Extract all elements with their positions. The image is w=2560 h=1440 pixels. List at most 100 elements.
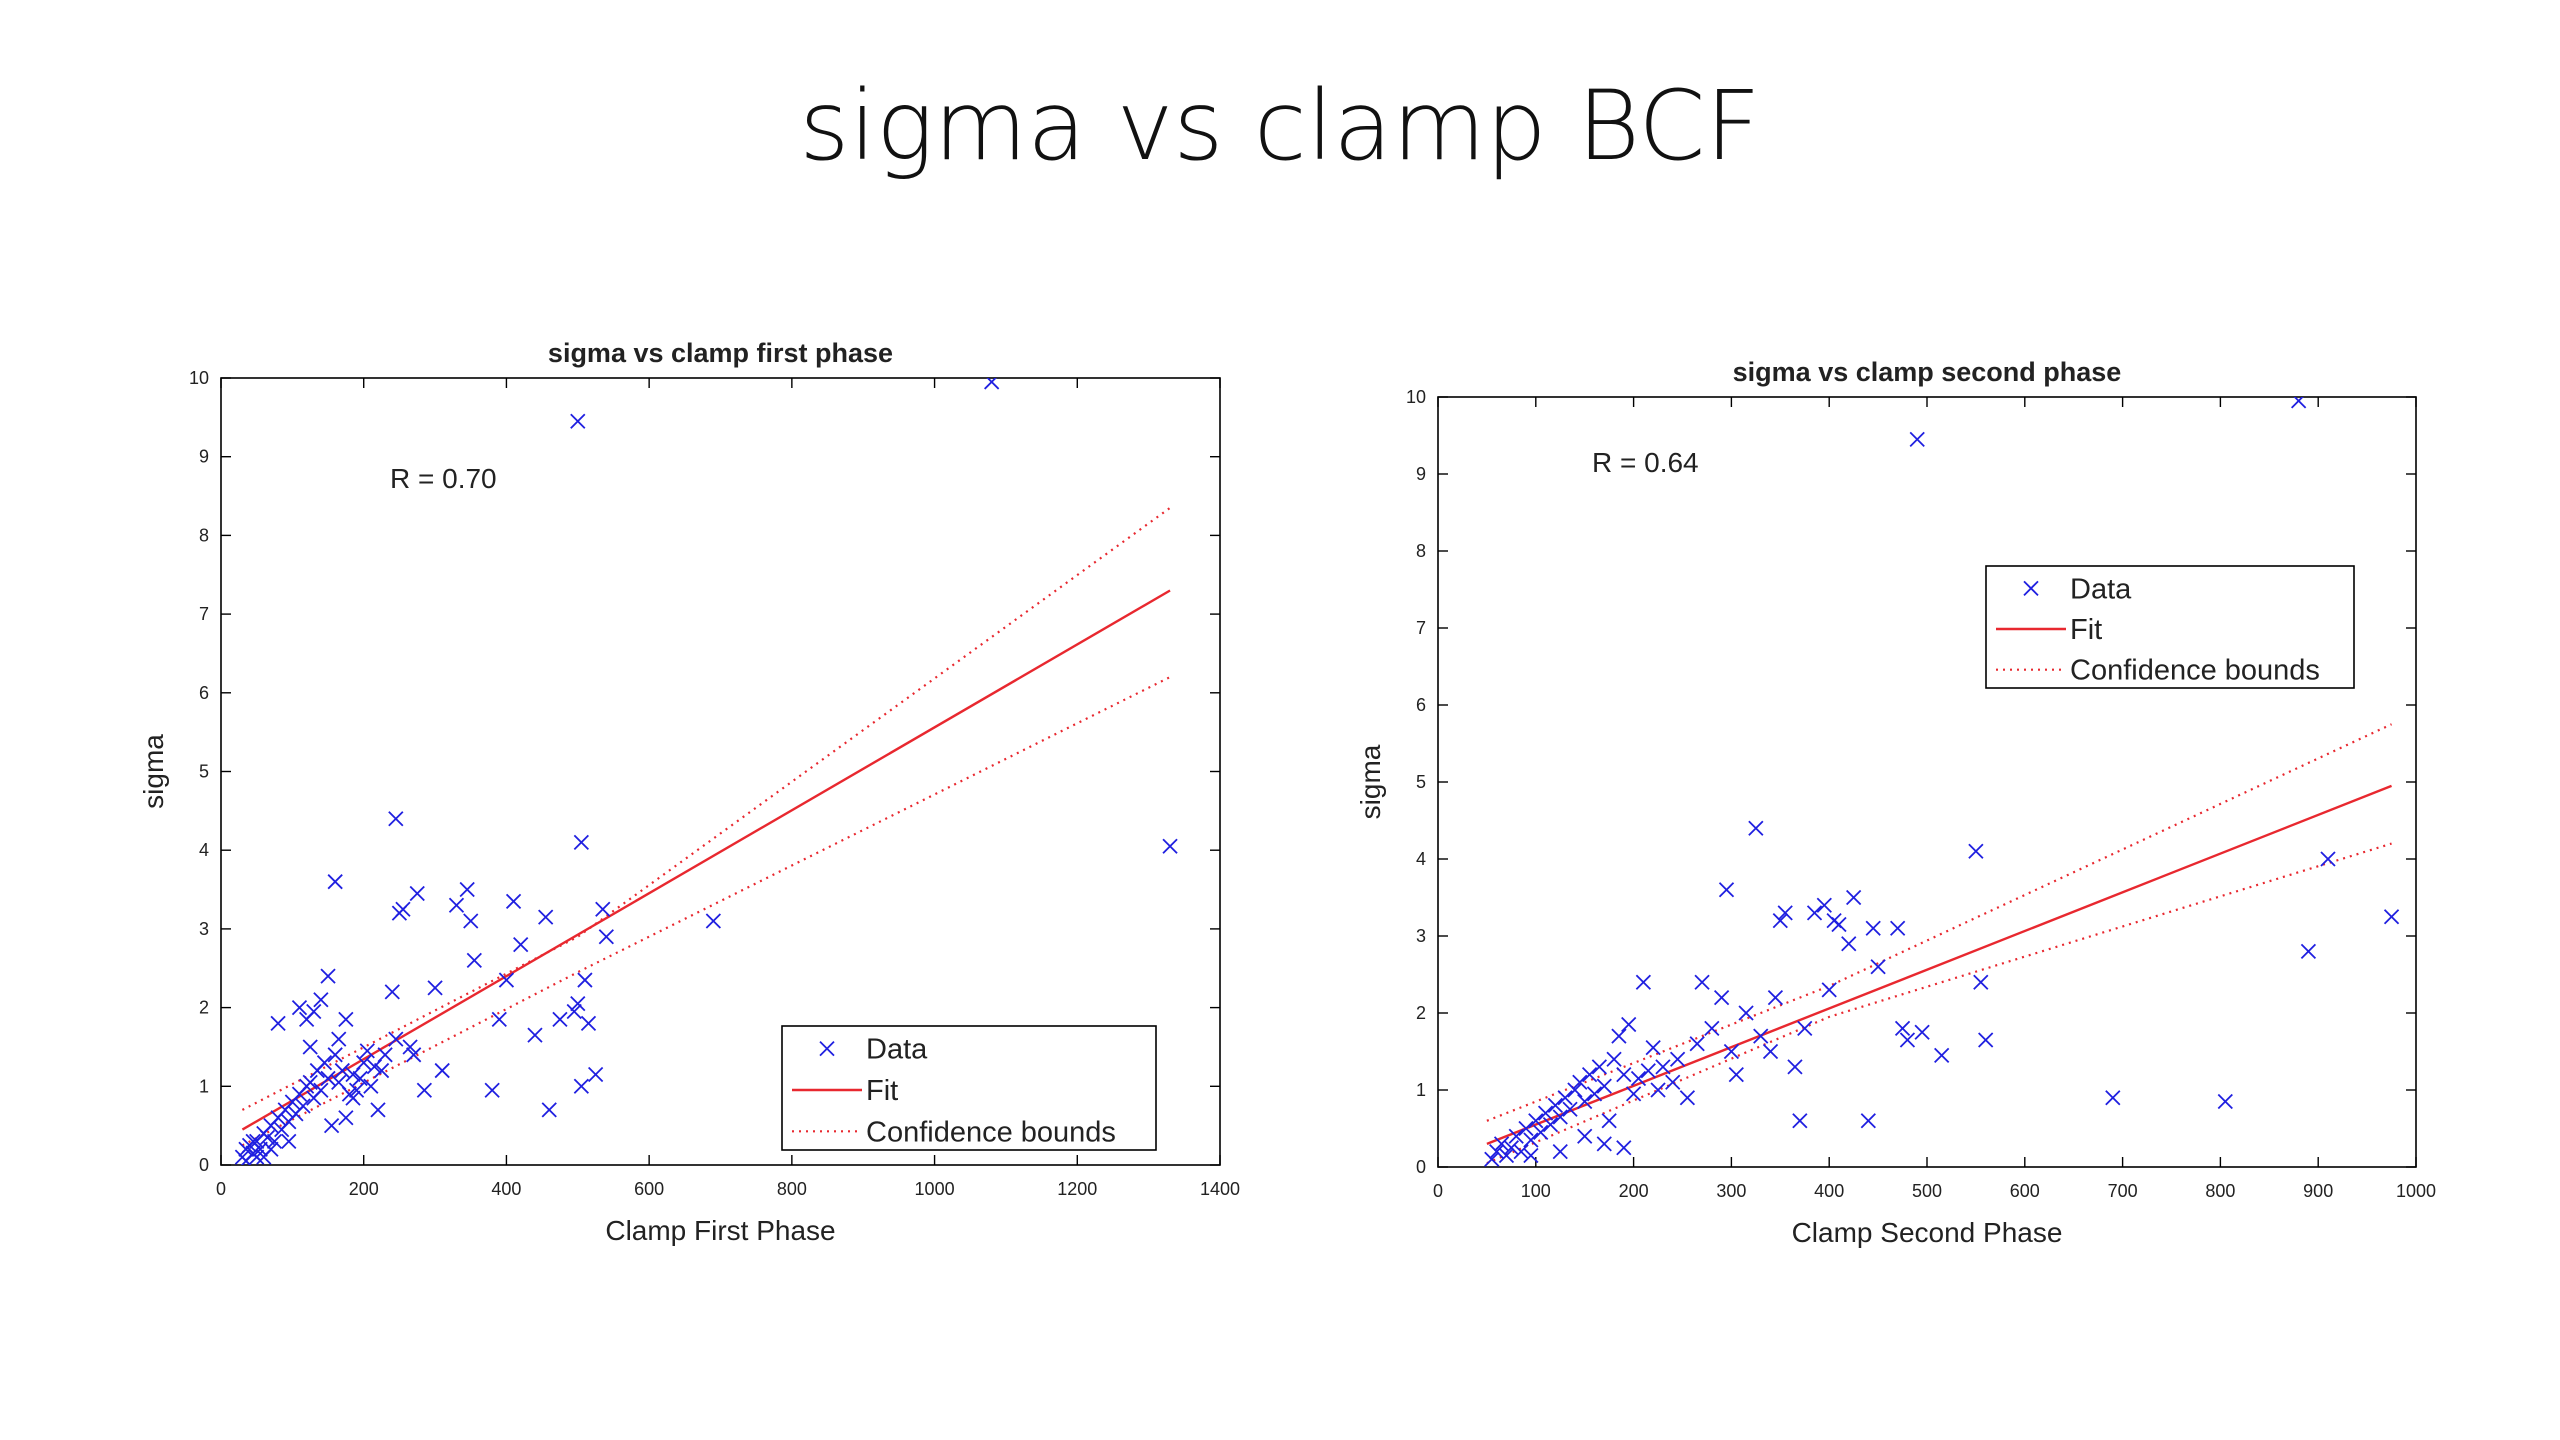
data-point bbox=[338, 1011, 354, 1028]
y-tick-label: 2 bbox=[1416, 1003, 1426, 1023]
legend-label: Data bbox=[2070, 573, 2132, 605]
data-point bbox=[1596, 1078, 1612, 1094]
data-point bbox=[259, 1129, 276, 1146]
data-point bbox=[573, 1078, 589, 1094]
data-point bbox=[1596, 1136, 1612, 1152]
data-point bbox=[356, 1055, 372, 1071]
data-point bbox=[484, 1082, 500, 1098]
data-point bbox=[359, 1043, 375, 1059]
y-tick-label: 7 bbox=[199, 604, 209, 624]
data-point bbox=[1665, 1074, 1681, 1090]
x-tick-label: 600 bbox=[634, 1179, 664, 1199]
data-point bbox=[316, 1055, 333, 1071]
data-point bbox=[1748, 820, 1764, 836]
legend-frame bbox=[781, 1025, 1157, 1151]
data-point bbox=[263, 1141, 279, 1157]
x-axis-label: Clamp Second Phase bbox=[1792, 1217, 2063, 1248]
data-point bbox=[570, 413, 586, 429]
x-tick-label: 600 bbox=[2010, 1181, 2040, 1201]
legend-label: Fit bbox=[866, 1075, 898, 1107]
data-point bbox=[505, 893, 522, 909]
y-tick-label: 9 bbox=[1416, 464, 1426, 484]
data-point bbox=[513, 937, 529, 953]
data-point bbox=[1792, 1113, 1808, 1129]
data-point bbox=[2320, 851, 2336, 867]
x-tick-label: 400 bbox=[1814, 1181, 1844, 1201]
data-point bbox=[577, 972, 593, 988]
data-point bbox=[302, 1039, 318, 1055]
data-point bbox=[466, 952, 482, 969]
data-point bbox=[320, 1070, 336, 1087]
data-point bbox=[463, 913, 479, 929]
data-point bbox=[1616, 1066, 1632, 1083]
correlation-annotation: R = 0.64 bbox=[1592, 447, 1699, 478]
x-tick-label: 1200 bbox=[1057, 1179, 1097, 1199]
legend-label: Confidence bounds bbox=[2070, 655, 2320, 687]
data-point bbox=[1738, 1005, 1754, 1021]
data-point bbox=[373, 1062, 390, 1079]
data-point bbox=[331, 1074, 347, 1091]
data-point bbox=[2383, 909, 2400, 925]
data-point bbox=[238, 1153, 254, 1165]
y-tick-label: 6 bbox=[199, 683, 209, 703]
data-point bbox=[1650, 1082, 1666, 1098]
data-point bbox=[598, 929, 614, 945]
y-tick-label: 4 bbox=[199, 840, 209, 860]
x-tick-label: 1000 bbox=[915, 1179, 955, 1199]
data-point bbox=[1484, 1151, 1500, 1167]
data-point bbox=[302, 1074, 318, 1091]
data-point bbox=[1586, 1086, 1603, 1102]
data-point bbox=[1655, 1059, 1671, 1075]
data-point bbox=[1821, 982, 1837, 998]
x-tick-label: 800 bbox=[777, 1179, 807, 1199]
y-tick-label: 0 bbox=[199, 1155, 209, 1175]
x-axis-label: Clamp First Phase bbox=[605, 1215, 835, 1246]
data-point bbox=[327, 874, 343, 890]
data-point bbox=[1640, 1063, 1656, 1079]
y-tick-label: 8 bbox=[1416, 541, 1426, 561]
data-point bbox=[1489, 1143, 1505, 1160]
data-point bbox=[1973, 974, 1989, 990]
chart-group-1: 0 200 400 600 800 1000 1200 1400 0 1 2 3 4 5 6 7 8 9 10 sig… bbox=[138, 338, 1240, 1246]
x-tick-label: 1000 bbox=[2396, 1181, 2436, 1201]
data-point bbox=[1518, 1120, 1534, 1137]
data-point bbox=[1528, 1113, 1544, 1129]
data-point bbox=[1645, 1040, 1661, 1056]
plot-frame bbox=[1437, 396, 2417, 1168]
data-point bbox=[1679, 1090, 1696, 1106]
y-tick-label: 1 bbox=[1416, 1080, 1426, 1100]
data-point bbox=[498, 972, 515, 988]
data-point bbox=[1547, 1097, 1563, 1114]
data-point bbox=[1841, 936, 1857, 952]
data-point bbox=[1704, 1020, 1720, 1037]
data-point bbox=[331, 1031, 347, 1047]
data-point bbox=[1865, 920, 1881, 936]
data-point bbox=[416, 1082, 433, 1098]
chart-group-2: 0 100 200 300 400 500 600 700 800 900 1000 0 1 2 3 4 5 6 7… bbox=[1355, 357, 2436, 1248]
x-tick-label: 200 bbox=[1619, 1181, 1649, 1201]
data-point bbox=[409, 885, 425, 902]
y-tick-label: 9 bbox=[199, 447, 209, 467]
correlation-annotation: R = 0.70 bbox=[390, 463, 497, 494]
x-tick-label: 900 bbox=[2303, 1181, 2333, 1201]
data-point bbox=[395, 901, 411, 917]
legend-marker-data bbox=[819, 1041, 835, 1057]
data-point bbox=[1767, 989, 1784, 1006]
data-point bbox=[1562, 1101, 1578, 1117]
data-point bbox=[388, 1031, 404, 1047]
y-tick-label: 6 bbox=[1416, 695, 1426, 715]
fit-line bbox=[1486, 784, 2392, 1146]
data-point bbox=[1498, 1147, 1515, 1164]
data-point bbox=[1762, 1043, 1779, 1060]
y-tick-label: 5 bbox=[199, 762, 209, 782]
chart-first-phase: 0 200 400 600 800 1000 1200 1400 0 1 2 3 4 5 6 7 8 9 10 sig… bbox=[138, 338, 1240, 1246]
data-point bbox=[338, 1110, 354, 1126]
data-point bbox=[1669, 1051, 1686, 1067]
x-tick-label: 0 bbox=[216, 1179, 226, 1199]
y-tick-label: 4 bbox=[1416, 849, 1426, 869]
data-point bbox=[587, 1066, 604, 1083]
data-point bbox=[1577, 1128, 1593, 1144]
data-point bbox=[434, 1062, 450, 1079]
data-point bbox=[427, 980, 443, 996]
data-point bbox=[1606, 1051, 1622, 1067]
